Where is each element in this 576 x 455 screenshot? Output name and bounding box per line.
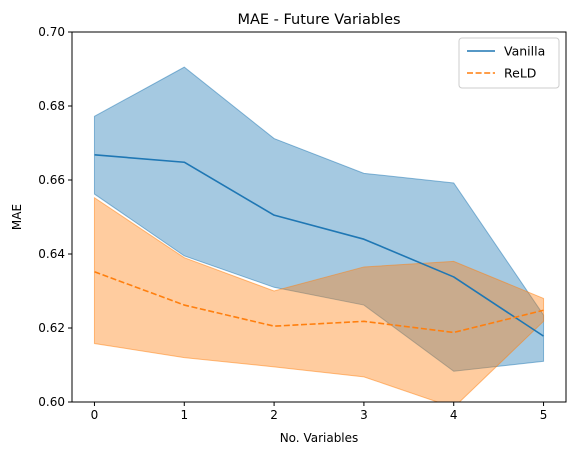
x-tick-label: 0: [91, 408, 99, 422]
x-tick-label: 1: [180, 408, 188, 422]
x-axis-ticks: 0 1 2 3 4 5: [91, 402, 548, 422]
y-tick-label: 0.68: [38, 99, 65, 113]
band-vanilla: [93, 66, 545, 372]
y-axis-ticks: 0.60 0.62 0.64 0.66 0.68 0.70: [38, 25, 72, 409]
x-tick-label: 5: [540, 408, 548, 422]
legend-label-reld: ReLD: [504, 66, 536, 81]
line-vanilla: [94, 154, 544, 337]
y-tick-label: 0.64: [38, 247, 65, 261]
line-reld: [94, 271, 544, 334]
band-reld: [93, 196, 545, 402]
y-tick-label: 0.70: [38, 25, 65, 39]
y-tick-label: 0.66: [38, 173, 65, 187]
legend-label-vanilla: Vanilla: [504, 44, 545, 59]
y-tick-label: 0.62: [38, 321, 65, 335]
plot-frame: [71, 31, 567, 403]
legend: Vanilla ReLD: [458, 37, 560, 89]
x-axis-label: No. Variables: [280, 431, 359, 445]
y-axis-label: MAE: [10, 204, 24, 230]
series-lines: [94, 154, 544, 337]
x-tick-label: 2: [270, 408, 278, 422]
y-tick-label: 0.60: [38, 395, 65, 409]
x-tick-label: 3: [360, 408, 368, 422]
x-tick-label: 4: [450, 408, 458, 422]
confidence-bands: [93, 66, 545, 402]
chart-title: MAE - Future Variables: [237, 12, 400, 28]
